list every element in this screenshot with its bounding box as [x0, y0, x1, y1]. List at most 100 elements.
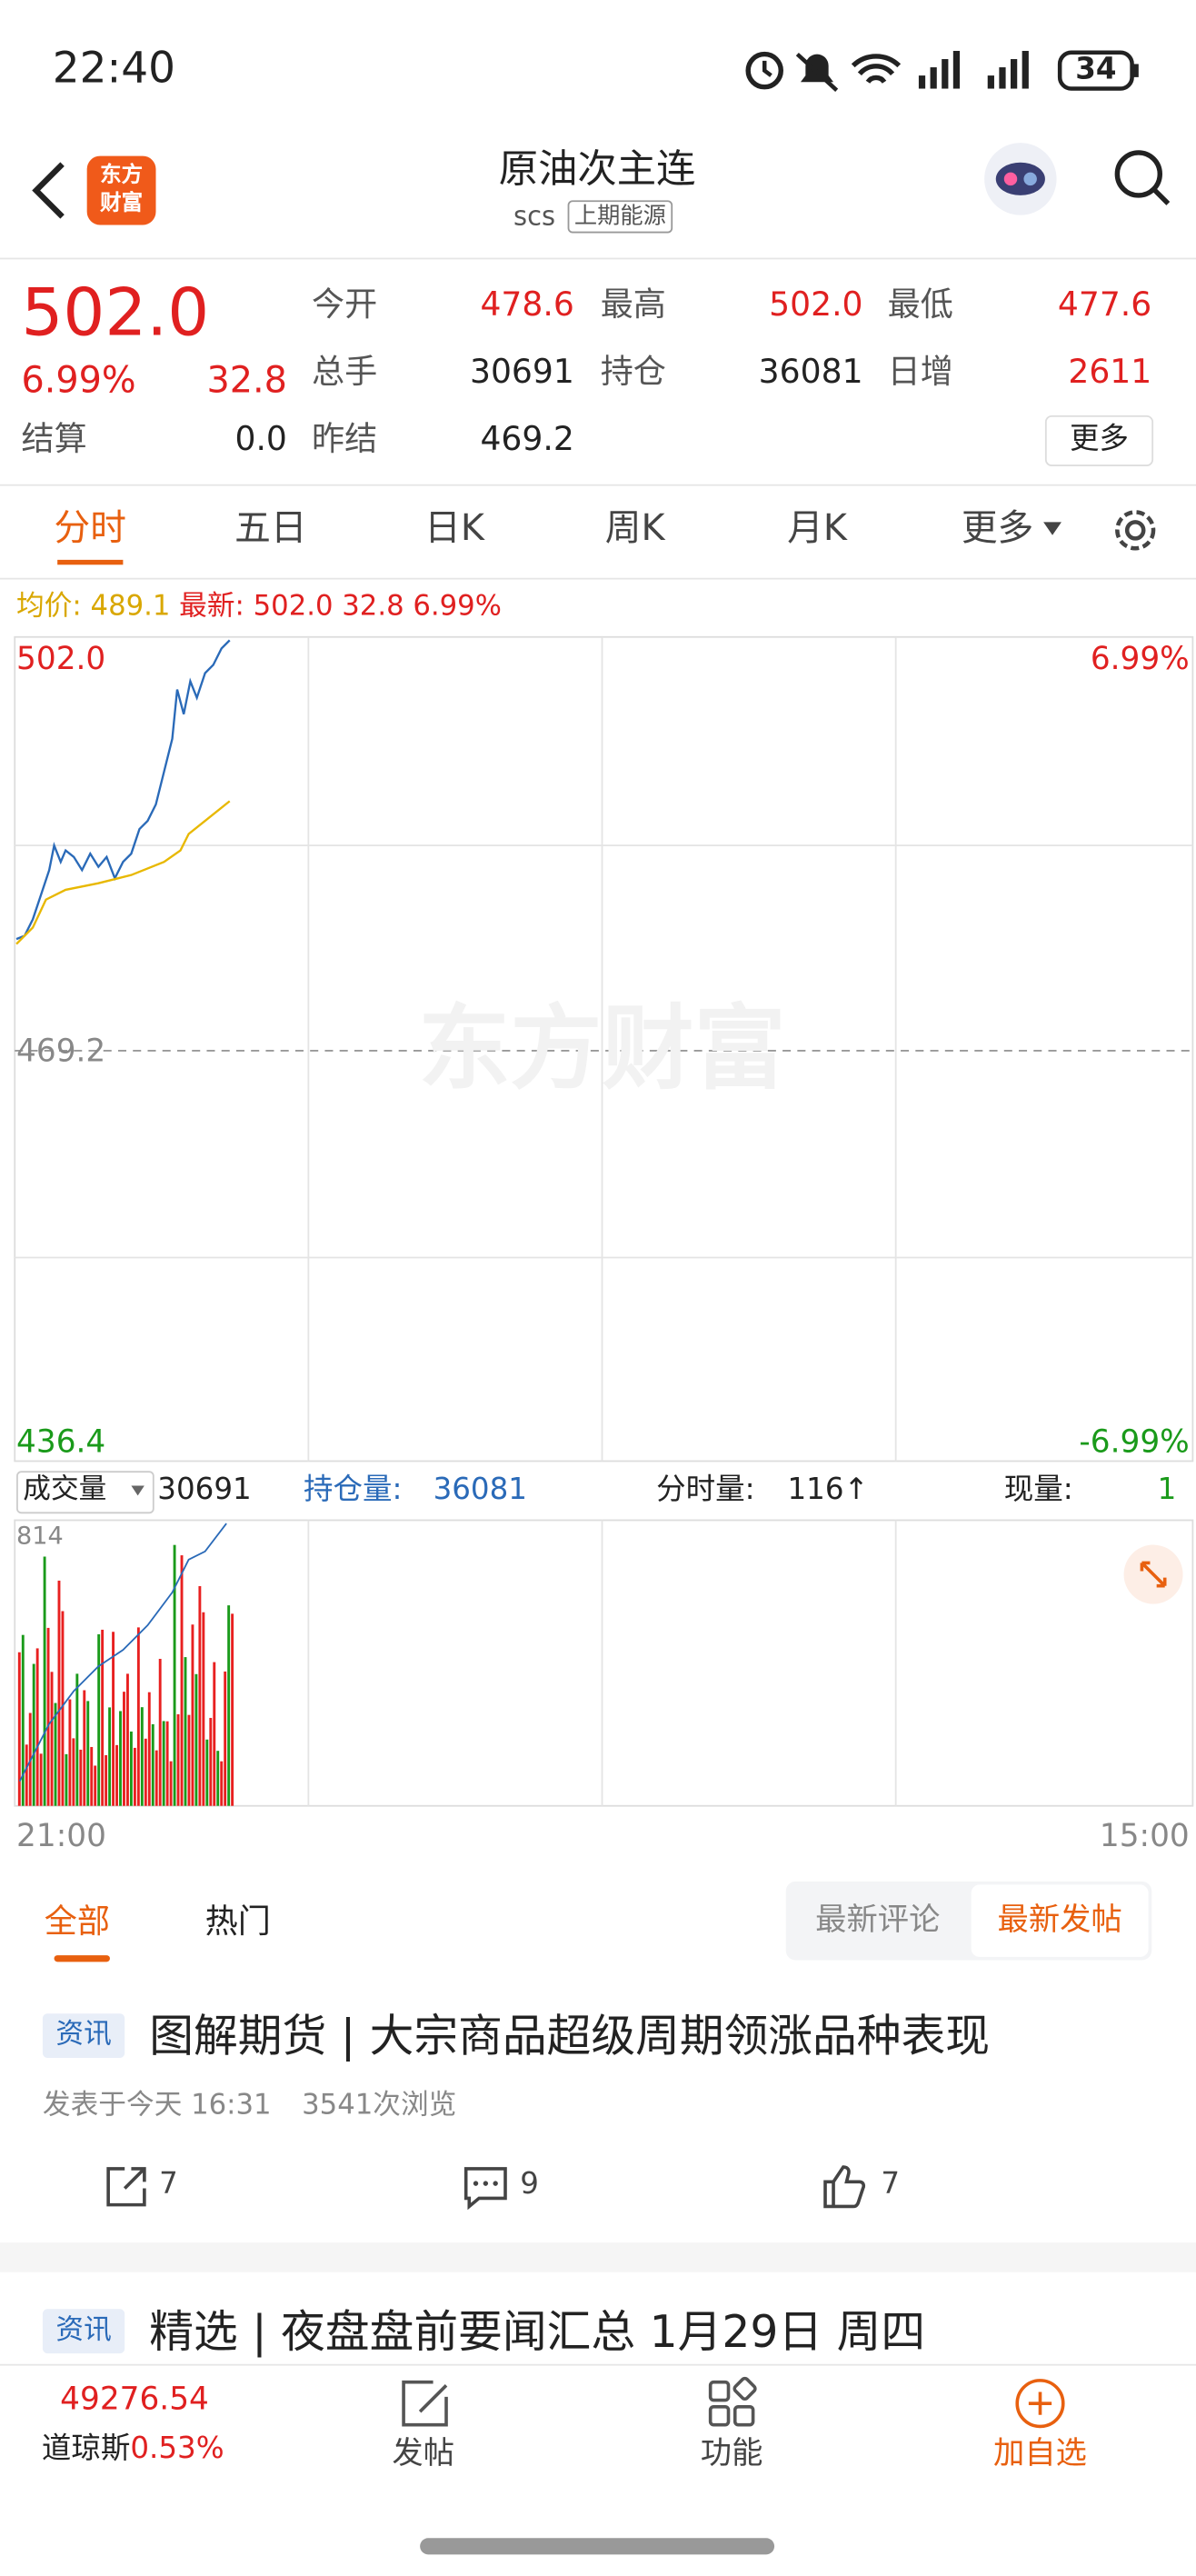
index-value[interactable]: 49276.54: [60, 2381, 209, 2418]
contract-code: scs: [513, 200, 556, 232]
volume-bar: [57, 1580, 61, 1806]
field-label: 昨结: [311, 418, 378, 458]
feed-tab[interactable]: 热门: [204, 1901, 271, 1941]
sort-option-active[interactable]: 最新发帖: [997, 1902, 1122, 1939]
x-start-label: 21:00: [16, 1818, 106, 1855]
avg-label: 均价:: [16, 590, 82, 624]
index-info[interactable]: 道琼斯0.53%: [42, 2434, 224, 2464]
home-indicator: [420, 2538, 775, 2555]
clock: 22:40: [52, 44, 176, 94]
volume-bar: [75, 1673, 79, 1806]
volume-bar: [162, 1721, 165, 1806]
volume-bar: [133, 1747, 136, 1806]
oi-value: 36081: [433, 1473, 527, 1508]
like-count[interactable]: 7: [881, 2167, 901, 2202]
volume-bar: [154, 1750, 158, 1806]
sort-selected: [971, 1884, 1149, 1957]
divider: [0, 577, 1196, 580]
comment-count[interactable]: 9: [520, 2167, 539, 2202]
volume-bar: [90, 1746, 94, 1806]
pct-bottom-label: -6.99%: [1079, 1423, 1190, 1461]
tab-active[interactable]: 分时: [54, 508, 127, 551]
sort-option[interactable]: 最新评论: [815, 1902, 941, 1939]
volume-bar: [165, 1721, 169, 1806]
avg-info: 均价: 489.1 最新: 502.0 32.8 6.99%: [16, 593, 502, 622]
volume-bar: [94, 1765, 97, 1806]
field-value: 478.6: [480, 284, 574, 324]
more-button[interactable]: [1044, 414, 1154, 466]
tab[interactable]: 五日: [234, 508, 307, 551]
tab[interactable]: 周K: [604, 508, 665, 551]
volume-bar: [72, 1738, 75, 1806]
feed-tab-active[interactable]: 全部: [44, 1901, 110, 1941]
volume-bar: [213, 1662, 216, 1806]
now-value: 1: [1157, 1473, 1177, 1508]
latest-change: 32.8: [342, 590, 404, 624]
volume-bar: [147, 1692, 151, 1806]
change: 32.8: [206, 361, 287, 403]
volume-bar: [21, 1634, 25, 1806]
price-chart: [14, 635, 1194, 1807]
volume-bar: [169, 1761, 173, 1806]
oi-label: 持仓量:: [303, 1473, 403, 1508]
field-label: 结算: [21, 418, 87, 458]
search-button[interactable]: [1112, 148, 1171, 207]
volume-bar: [187, 1714, 191, 1806]
volume-value: 30691: [157, 1473, 252, 1508]
volume-bar: [227, 1605, 231, 1806]
nav-item[interactable]: 加自选: [993, 2435, 1087, 2472]
change-pct: 6.99%: [21, 361, 136, 403]
post-tag: 资讯: [42, 2013, 125, 2058]
nav-icons: [402, 2376, 1065, 2429]
avg-value: 489.1: [90, 590, 171, 624]
tab[interactable]: 更多: [961, 508, 1034, 551]
status-icons: [745, 50, 1139, 93]
field-label: 最高: [600, 284, 666, 324]
pct-top-label: 6.99%: [1090, 641, 1190, 678]
tab[interactable]: 日K: [424, 508, 484, 551]
y-mid-label: 469.2: [16, 1033, 106, 1070]
volume-bar: [220, 1761, 224, 1806]
y-top-label: 502.0: [16, 641, 106, 678]
volume-bar: [191, 1624, 194, 1806]
share-count[interactable]: 7: [159, 2167, 178, 2202]
nav-item[interactable]: 功能: [700, 2435, 763, 2472]
volume-bar: [209, 1717, 213, 1806]
volume-bar: [105, 1754, 108, 1806]
field-value: 469.2: [480, 418, 574, 458]
field-value: 502.0: [769, 284, 863, 324]
latest-label: 最新:: [179, 590, 244, 624]
volume-selector[interactable]: [16, 1471, 154, 1514]
field-value: 477.6: [1057, 284, 1152, 324]
battery-level: 34: [1075, 52, 1117, 87]
volume-bar: [61, 1611, 65, 1806]
volume-bar: [79, 1749, 83, 1806]
field-label: 今开: [311, 284, 378, 324]
tab[interactable]: 月K: [787, 508, 847, 551]
volume-bar: [39, 1753, 43, 1806]
index-name: 道琼斯: [41, 2431, 131, 2466]
watermark: 东方财富: [418, 996, 786, 1103]
post-title[interactable]: 精选 | 夜盘盘前要闻汇总 1月29日 周四: [149, 2307, 926, 2359]
latest-pct: 6.99%: [413, 590, 502, 624]
post-time: 发表于今天 16:31: [42, 2089, 272, 2122]
assistant-avatar[interactable]: [982, 140, 1061, 219]
index-pct: 0.53%: [130, 2431, 224, 2466]
volume-bar: [194, 1673, 198, 1806]
post-title[interactable]: 图解期货 | 大宗商品超级周期领涨品种表现: [149, 2012, 991, 2063]
field-value: 0.0: [234, 418, 287, 458]
volume-bar: [50, 1672, 54, 1806]
volume-bar: [198, 1586, 202, 1806]
settings-button[interactable]: [1111, 505, 1160, 554]
volume-bar: [136, 1627, 140, 1806]
volume-bar: [25, 1744, 28, 1806]
back-button[interactable]: [26, 157, 75, 223]
nav-item[interactable]: 发帖: [392, 2435, 455, 2472]
volume-max: 814: [16, 1521, 64, 1551]
field-label: 日增: [887, 351, 953, 391]
volume-label: 成交量: [23, 1473, 107, 1507]
field-label: 最低: [887, 284, 953, 324]
divider: [0, 484, 1196, 486]
volume-bar: [140, 1707, 144, 1806]
volume-bar: [65, 1753, 68, 1806]
